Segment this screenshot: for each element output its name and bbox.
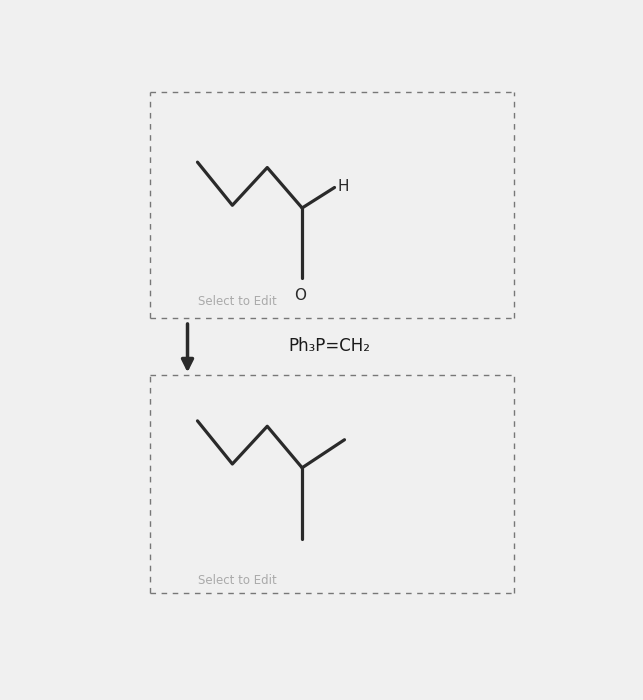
Text: H: H (337, 179, 349, 194)
Text: O: O (294, 288, 305, 302)
Text: Ph₃P=CH₂: Ph₃P=CH₂ (289, 337, 370, 356)
Text: Select to Edit: Select to Edit (198, 295, 276, 308)
Text: Select to Edit: Select to Edit (198, 575, 276, 587)
